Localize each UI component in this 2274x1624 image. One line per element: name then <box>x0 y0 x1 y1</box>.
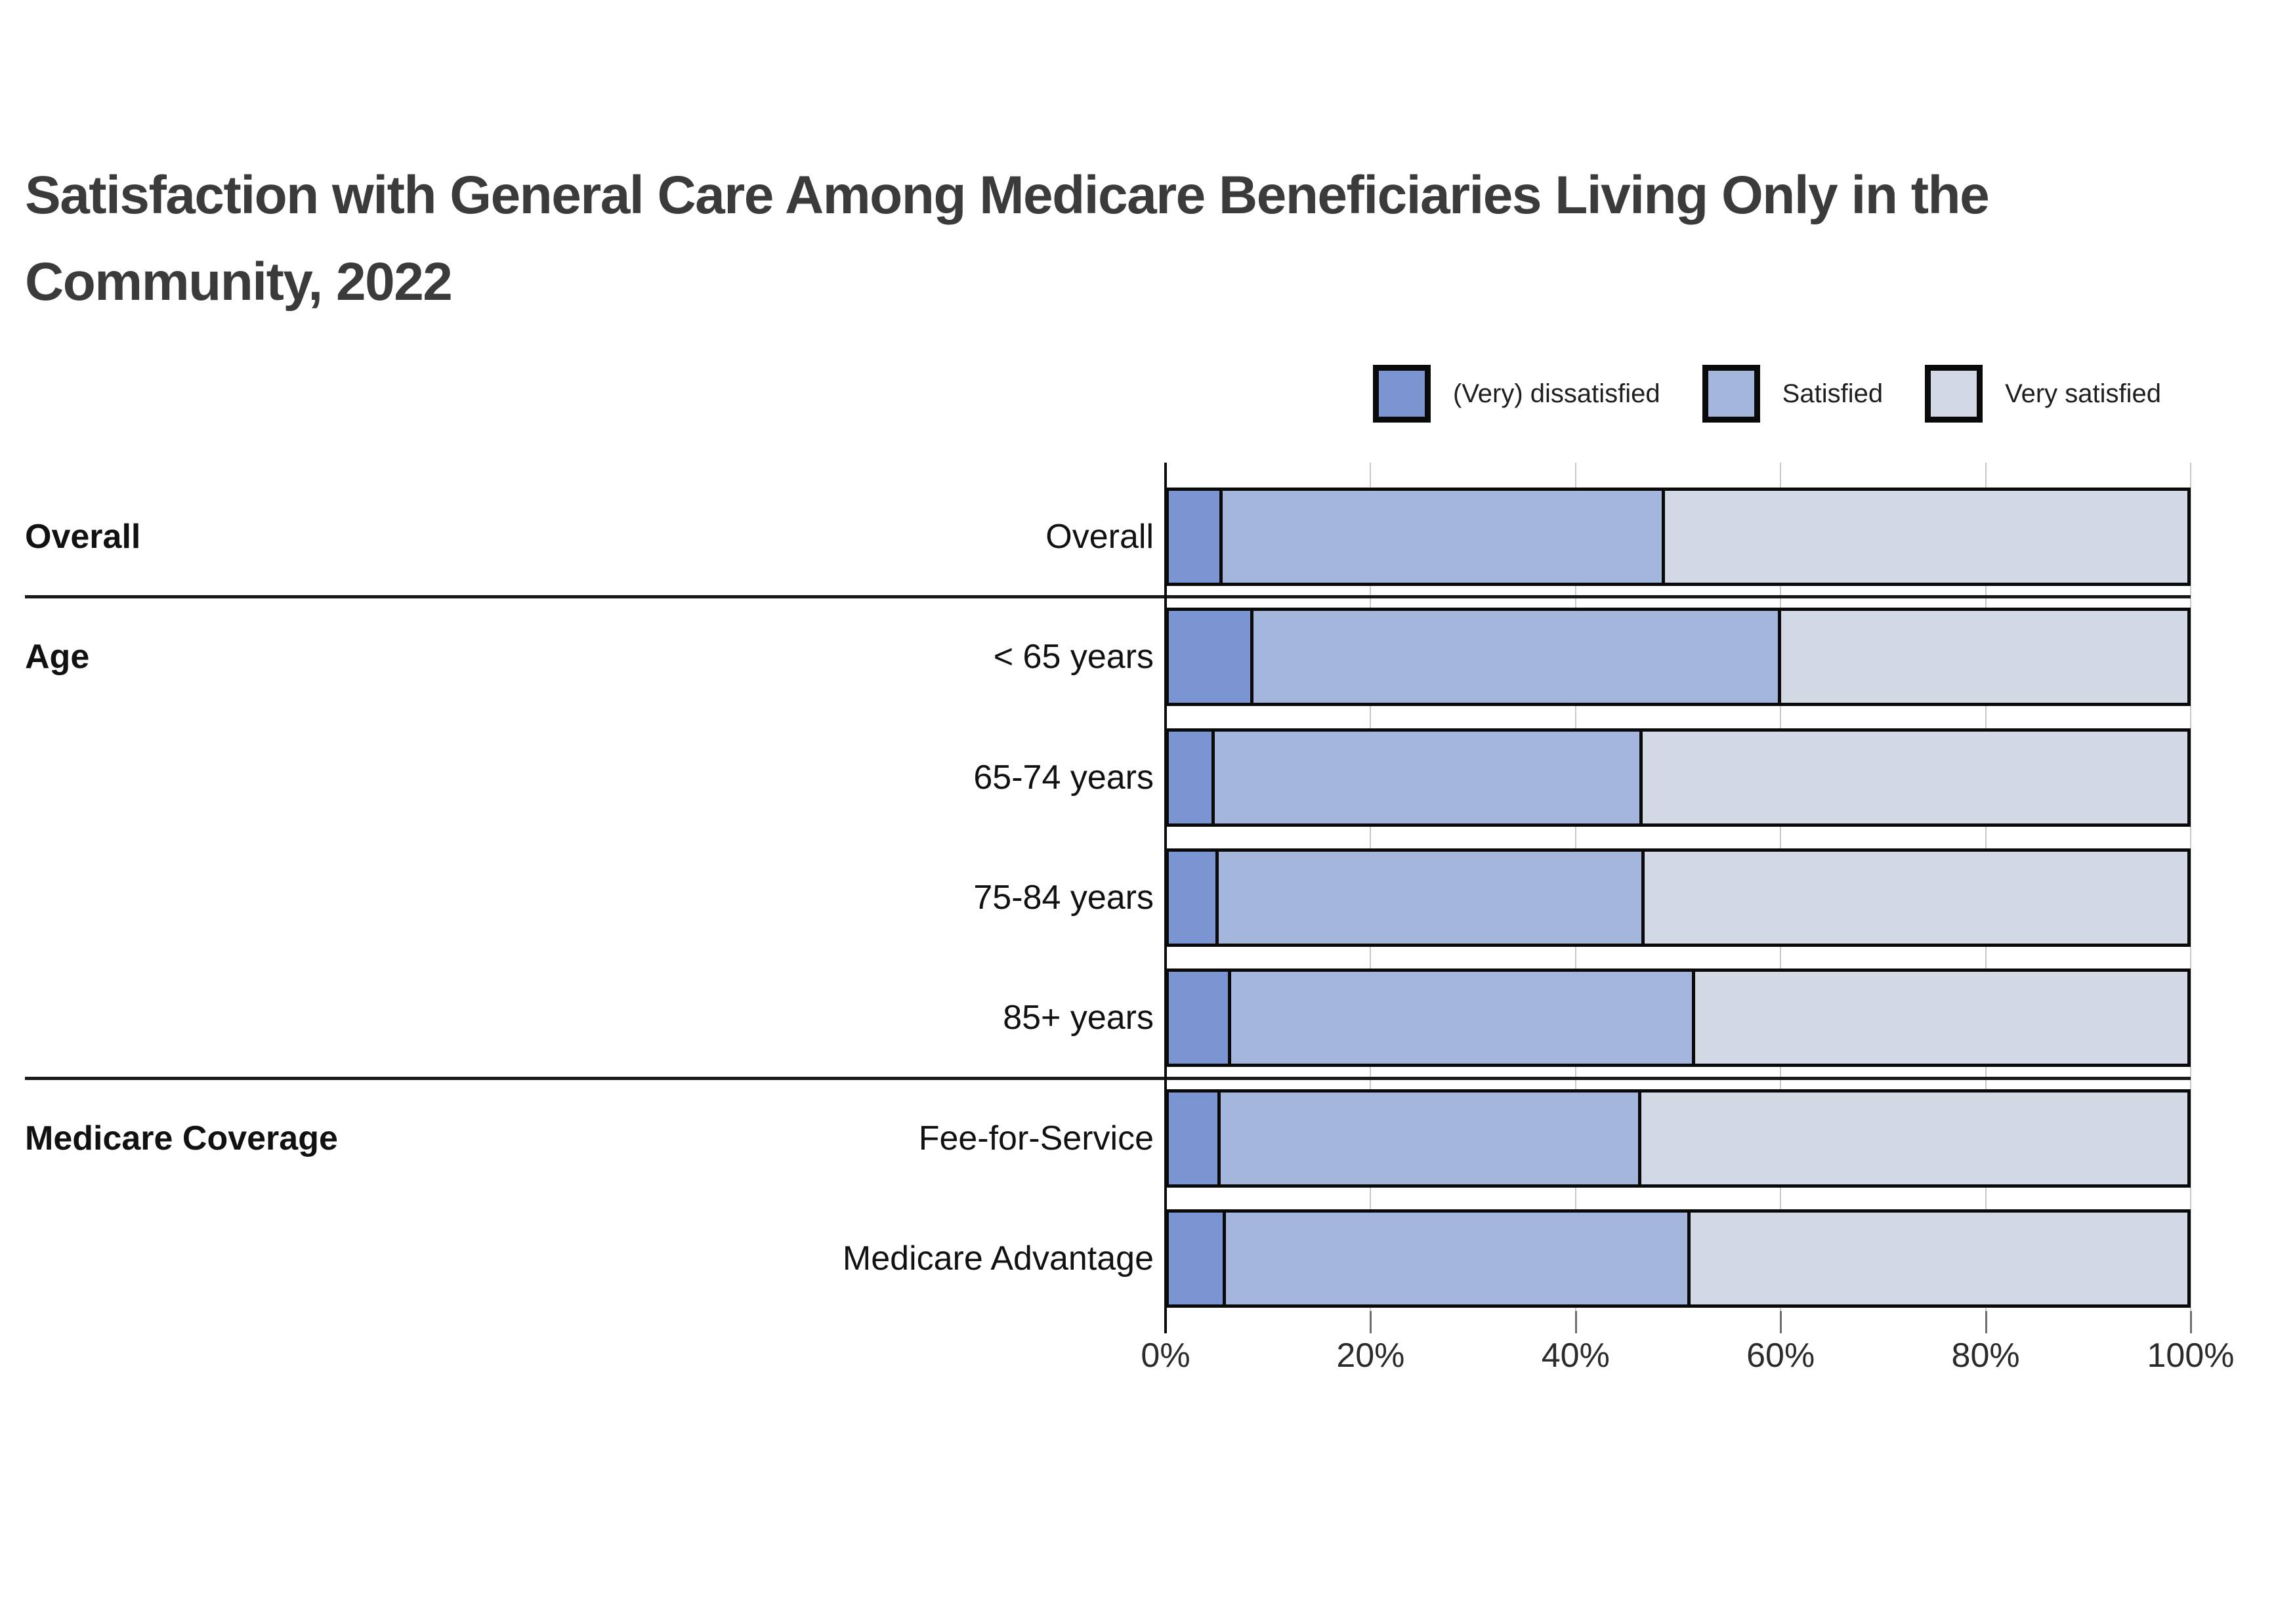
group-label: Medicare Coverage <box>25 1119 338 1157</box>
chart-title: Satisfaction with General Care Among Med… <box>25 165 1990 312</box>
row-label: 65-74 years <box>973 758 1154 797</box>
segment-very-satisfied <box>1780 611 2187 703</box>
bar-row <box>1166 728 2191 827</box>
segment-very-dissatisfied <box>1169 1092 1221 1184</box>
group-separator <box>25 595 2191 599</box>
group-label: Age <box>25 638 90 677</box>
segment-very-dissatisfied <box>1169 611 1253 703</box>
segment-satisfied <box>1219 851 1645 944</box>
axis-tick-label: 20% <box>1336 1337 1405 1375</box>
segment-satisfied <box>1225 1212 1691 1304</box>
row-label: < 65 years <box>993 638 1154 677</box>
segment-very-satisfied <box>1690 1212 2187 1304</box>
bar-row <box>1166 608 2191 707</box>
segment-very-satisfied <box>1664 491 2187 583</box>
axis-tick-label: 60% <box>1746 1337 1815 1375</box>
legend-item-satisfied: Satisfied <box>1702 365 1883 423</box>
row-label: Fee-for-Service <box>918 1119 1154 1157</box>
bar-row <box>1166 488 2191 586</box>
segment-very-satisfied <box>1642 731 2187 823</box>
row-label: 75-84 years <box>973 878 1154 917</box>
legend-label: Satisfied <box>1782 379 1884 408</box>
axis-tick <box>2190 1311 2192 1333</box>
legend-item-dissatisfied: (Very) dissatisfied <box>1373 365 1660 423</box>
legend-label: Very satisfied <box>2005 379 2161 408</box>
y-axis-line <box>1164 463 1167 1333</box>
segment-very-satisfied <box>1641 1092 2187 1184</box>
segment-very-satisfied <box>1644 851 2187 944</box>
segment-very-dissatisfied <box>1169 491 1223 583</box>
segment-satisfied <box>1214 731 1643 823</box>
axis-tick-label: 0% <box>1141 1337 1190 1375</box>
legend: (Very) dissatisfied Satisfied Very satis… <box>1373 363 2161 425</box>
bar-row <box>1166 968 2191 1068</box>
group-label: Overall <box>25 518 141 556</box>
gridline <box>2190 463 2191 1311</box>
segment-very-dissatisfied <box>1169 731 1215 823</box>
segment-very-dissatisfied <box>1169 972 1231 1064</box>
axis-tick-label: 40% <box>1541 1337 1610 1375</box>
dissatisfied-swatch-icon <box>1373 365 1431 423</box>
segment-satisfied <box>1223 491 1665 583</box>
row-label: 85+ years <box>1003 999 1154 1037</box>
axis-tick <box>1574 1311 1577 1333</box>
row-label: Overall <box>1045 518 1154 556</box>
axis-tick-label: 80% <box>1951 1337 2020 1375</box>
segment-very-dissatisfied <box>1169 1212 1226 1304</box>
axis-tick-label: 100% <box>2147 1337 2235 1375</box>
row-label: Medicare Advantage <box>842 1239 1154 1278</box>
segment-satisfied <box>1253 611 1781 703</box>
bar-row <box>1166 1209 2191 1308</box>
segment-satisfied <box>1231 972 1696 1064</box>
satisfied-swatch-icon <box>1702 365 1760 423</box>
segment-very-dissatisfied <box>1169 851 1219 944</box>
bar-row <box>1166 848 2191 947</box>
legend-label: (Very) dissatisfied <box>1453 379 1660 408</box>
axis-tick <box>1780 1311 1782 1333</box>
legend-item-very-satisfied: Very satisfied <box>1925 365 2161 423</box>
very-satisfied-swatch-icon <box>1925 365 1983 423</box>
segment-satisfied <box>1221 1092 1642 1184</box>
axis-tick <box>1985 1311 1987 1333</box>
bar-row <box>1166 1089 2191 1188</box>
group-separator <box>25 1076 2191 1080</box>
segment-very-satisfied <box>1695 972 2187 1064</box>
axis-tick <box>1370 1311 1372 1333</box>
